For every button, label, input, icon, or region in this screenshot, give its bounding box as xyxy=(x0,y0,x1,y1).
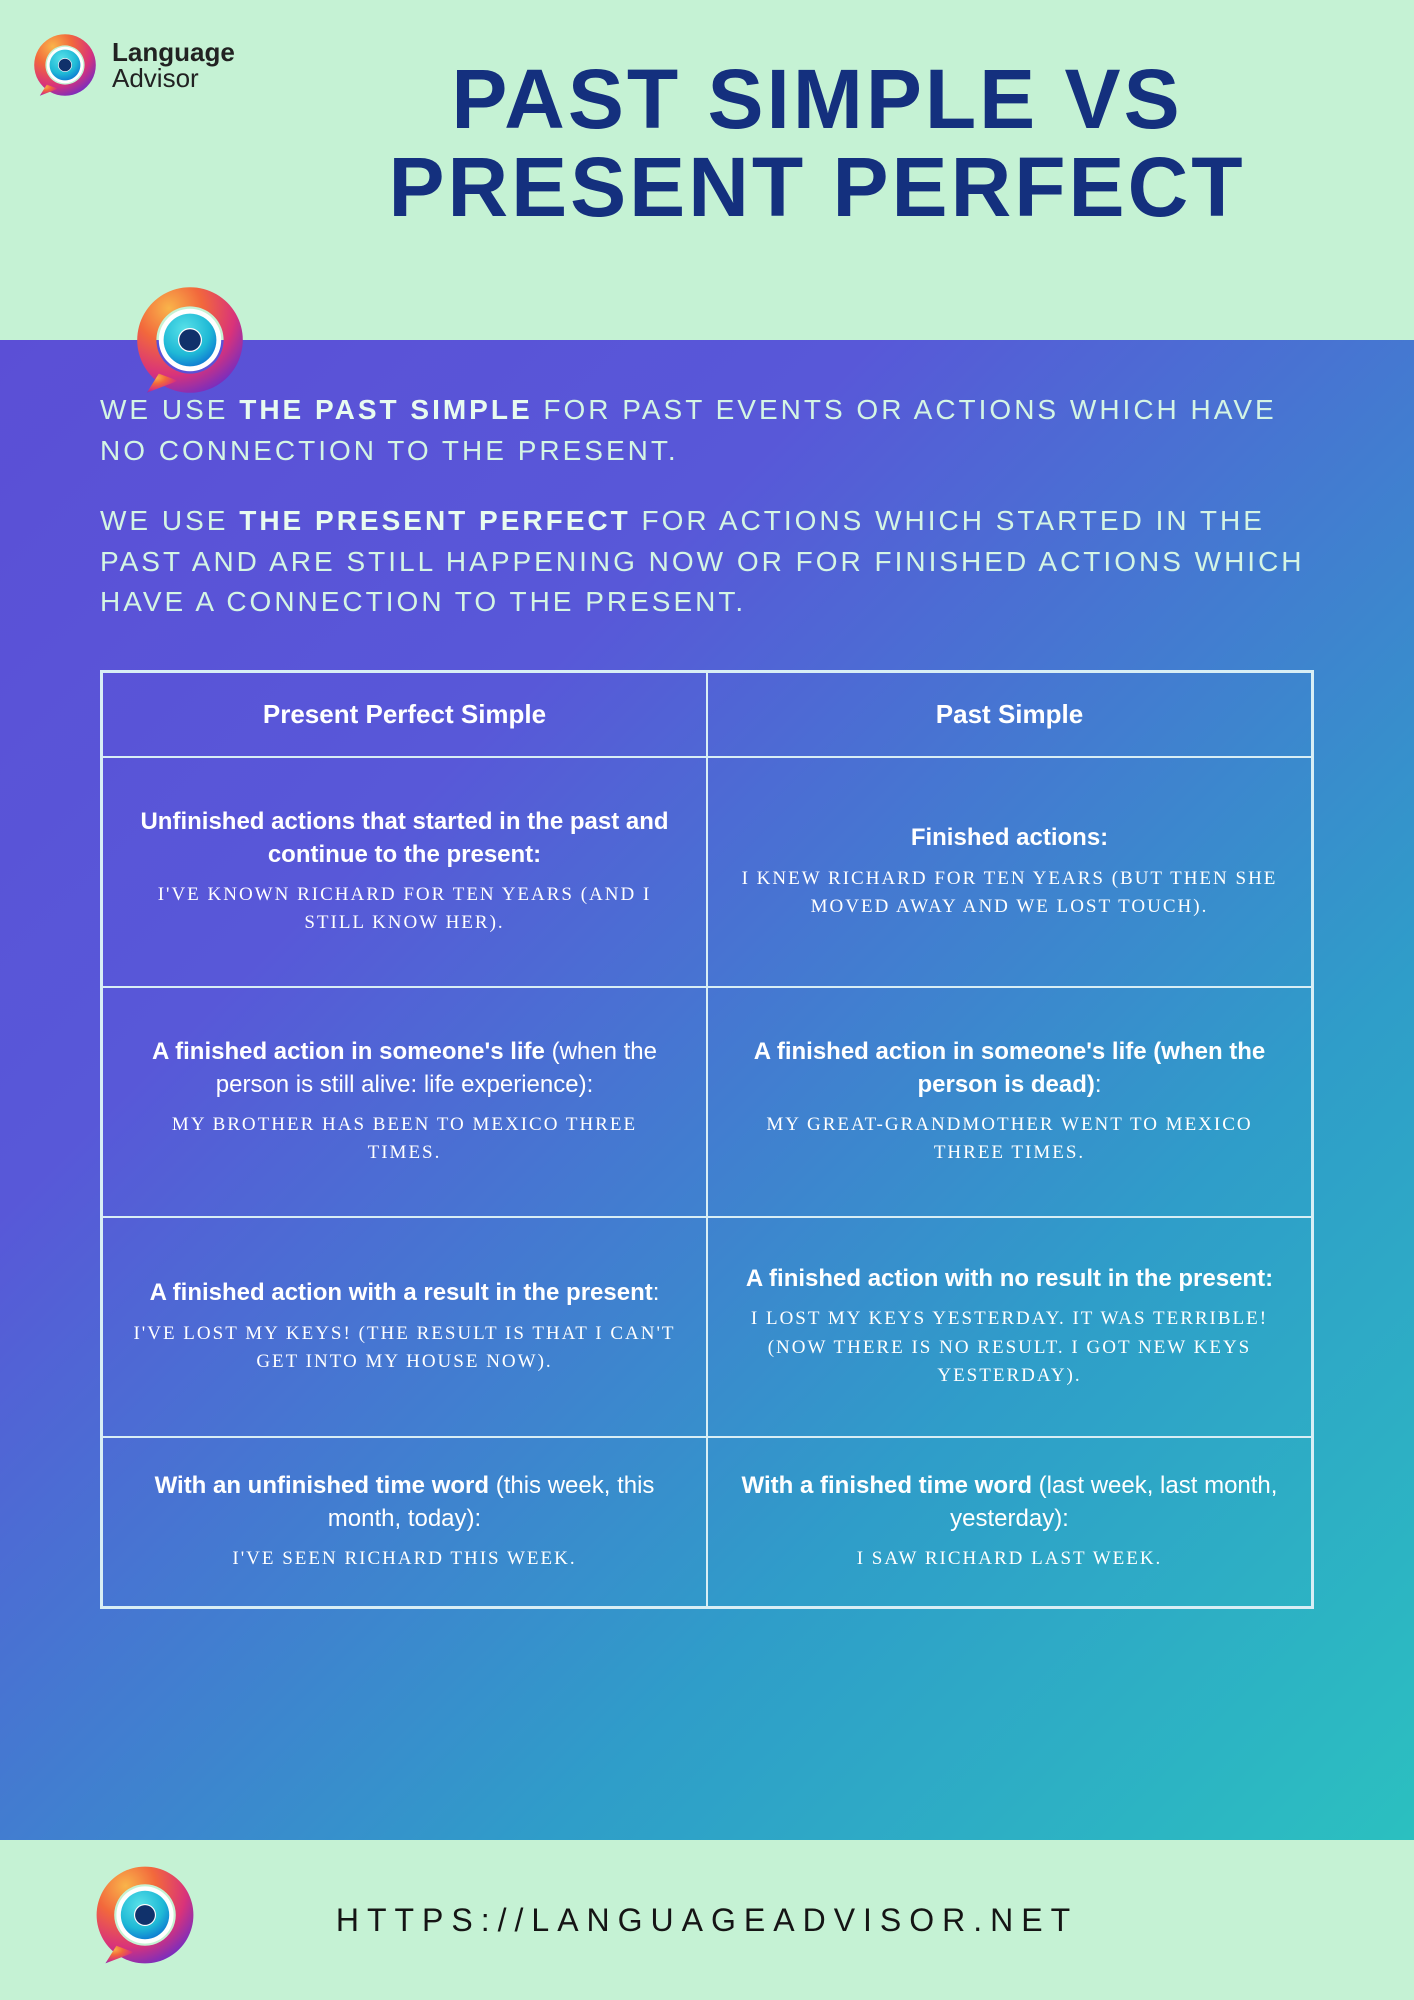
rule-bold: Unfinished actions that started in the p… xyxy=(140,808,668,867)
cell-left: With an unfinished time word (this week,… xyxy=(102,1437,707,1607)
example: MY BROTHER HAS BEEN TO MEXICO THREE TIME… xyxy=(133,1111,676,1168)
cell-left: A finished action with a result in the p… xyxy=(102,1217,707,1437)
brand-header: Language Advisor xyxy=(30,30,235,100)
cell-right: With a finished time word (last week, la… xyxy=(707,1437,1312,1607)
rule-bold: A finished action in someone's life (whe… xyxy=(754,1038,1266,1097)
brand-logo-icon xyxy=(30,30,100,100)
footer-logo-icon xyxy=(90,1860,200,1970)
main-panel: WE USE THE PAST SIMPLE FOR PAST EVENTS O… xyxy=(0,340,1414,1840)
intro-p1-bold: THE PAST SIMPLE xyxy=(239,394,532,425)
cell-right: A finished action in someone's life (whe… xyxy=(707,987,1312,1217)
cell-right: A finished action with no result in the … xyxy=(707,1217,1312,1437)
table-header-row: Present Perfect Simple Past Simple xyxy=(102,672,1312,757)
header-left: Present Perfect Simple xyxy=(102,672,707,757)
cell-left: A finished action in someone's life (whe… xyxy=(102,987,707,1217)
example: I'VE SEEN RICHARD THIS WEEK. xyxy=(232,1545,576,1574)
brand-line1: Language xyxy=(112,39,235,65)
intro-text: WE USE THE PAST SIMPLE FOR PAST EVENTS O… xyxy=(100,390,1314,623)
rule-bold: A finished action in someone's life xyxy=(152,1038,545,1065)
example: I KNEW RICHARD FOR TEN YEARS (BUT THEN S… xyxy=(738,865,1281,922)
cell-left: Unfinished actions that started in the p… xyxy=(102,757,707,987)
decorative-logo-icon xyxy=(130,280,250,400)
example: I SAW RICHARD LAST WEEK. xyxy=(857,1545,1163,1574)
comparison-table: Present Perfect Simple Past Simple Unfin… xyxy=(100,670,1314,1609)
rule-plain: : xyxy=(653,1279,660,1306)
intro-p2-pre: WE USE xyxy=(100,505,239,536)
page-title: PAST SIMPLE VS PRESENT PERFECT xyxy=(280,55,1354,231)
brand-line2: Advisor xyxy=(112,65,235,91)
example: I'VE LOST MY KEYS! (THE RESULT IS THAT I… xyxy=(133,1320,676,1377)
table-row: Unfinished actions that started in the p… xyxy=(102,757,1312,987)
footer-url: HTTPS://LANGUAGEADVISOR.NET xyxy=(0,1902,1414,1939)
brand-text: Language Advisor xyxy=(112,39,235,91)
example: MY GREAT-GRANDMOTHER WENT TO MEXICO THRE… xyxy=(738,1111,1281,1168)
table-row: A finished action with a result in the p… xyxy=(102,1217,1312,1437)
rule-bold: With a finished time word xyxy=(742,1472,1032,1499)
example: I LOST MY KEYS YESTERDAY. IT WAS TERRIBL… xyxy=(738,1305,1281,1391)
table-row: With an unfinished time word (this week,… xyxy=(102,1437,1312,1607)
example: I'VE KNOWN RICHARD FOR TEN YEARS (AND I … xyxy=(133,881,676,938)
rule-bold: Finished actions: xyxy=(911,824,1108,851)
cell-right: Finished actions: I KNEW RICHARD FOR TEN… xyxy=(707,757,1312,987)
rule-bold: A finished action with a result in the p… xyxy=(150,1279,653,1306)
header-right: Past Simple xyxy=(707,672,1312,757)
footer: HTTPS://LANGUAGEADVISOR.NET xyxy=(0,1840,1414,2000)
table-row: A finished action in someone's life (whe… xyxy=(102,987,1312,1217)
rule-bold: A finished action with no result in the … xyxy=(746,1265,1273,1292)
rule-bold: With an unfinished time word xyxy=(155,1472,489,1499)
intro-p2-bold: THE PRESENT PERFECT xyxy=(239,505,630,536)
rule-plain: : xyxy=(1095,1071,1102,1098)
